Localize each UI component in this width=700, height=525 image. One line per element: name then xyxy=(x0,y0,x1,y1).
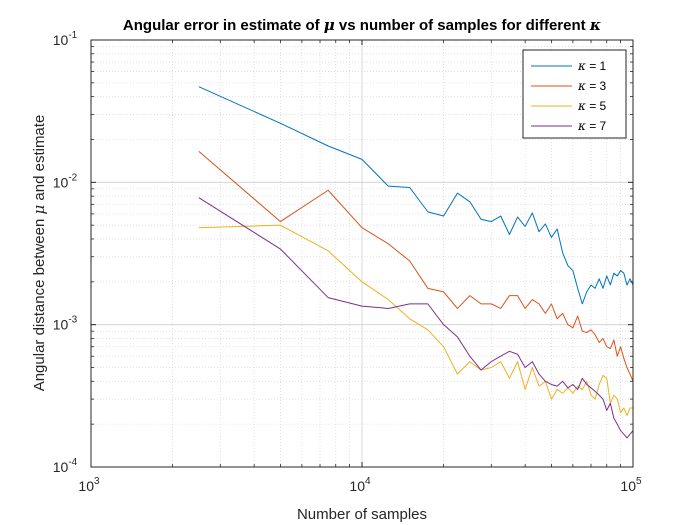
y-tick-exponent: -4 xyxy=(68,457,77,468)
x-tick-base: 10 xyxy=(349,478,365,494)
y-tick-base: 10 xyxy=(53,174,69,190)
grid xyxy=(90,39,634,468)
y-tick-label: 10-4 xyxy=(53,457,78,475)
ylabel-suffix: and estimate xyxy=(31,115,48,205)
x-tick-labels: 103 104 105 xyxy=(78,476,642,494)
legend: κ = 1κ = 3κ = 5κ = 7 xyxy=(522,49,627,139)
series-line-kappa-7 xyxy=(198,197,634,439)
y-tick-exponent: -1 xyxy=(68,30,77,41)
ticks xyxy=(90,39,634,468)
y-tick-base: 10 xyxy=(53,459,69,475)
legend-entry: κ = 3 xyxy=(577,79,607,93)
legend-box xyxy=(522,49,627,139)
x-tick-label: 104 xyxy=(349,476,371,494)
x-tick-base: 10 xyxy=(620,478,636,494)
ylabel-mu: μ xyxy=(30,205,48,215)
x-tick-exponent: 4 xyxy=(365,476,371,487)
legend-value: = 1 xyxy=(586,59,607,73)
legend-value: = 3 xyxy=(586,79,607,93)
x-tick-exponent: 3 xyxy=(94,476,100,487)
legend-kappa-symbol: κ xyxy=(577,79,586,93)
legend-value: = 7 xyxy=(586,119,607,133)
ylabel-prefix: Angular distance between xyxy=(31,215,48,392)
series-line-kappa-1 xyxy=(198,86,634,305)
y-tick-label: 10-2 xyxy=(53,172,78,190)
y-tick-base: 10 xyxy=(53,317,69,333)
legend-kappa-symbol: κ xyxy=(577,99,586,113)
x-tick-label: 105 xyxy=(620,476,642,494)
x-tick-base: 10 xyxy=(78,478,94,494)
title-kappa: κ xyxy=(589,16,601,34)
legend-entry: κ = 1 xyxy=(577,59,607,73)
series-line-kappa-5 xyxy=(198,224,633,417)
legend-entry: κ = 5 xyxy=(577,99,607,113)
title-suffix: vs number of samples for different xyxy=(335,17,590,34)
x-axis-label: Number of samples xyxy=(297,506,427,523)
legend-kappa-symbol: κ xyxy=(577,119,586,133)
title-prefix: Angular error in estimate of xyxy=(123,17,324,34)
y-tick-exponent: -2 xyxy=(68,172,77,183)
legend-kappa-symbol: κ xyxy=(577,59,586,73)
legend-entry: κ = 7 xyxy=(577,119,607,133)
x-tick-label: 103 xyxy=(78,476,100,494)
y-tick-base: 10 xyxy=(53,32,69,48)
y-tick-labels: 10-410-310-210-1 xyxy=(53,30,78,475)
chart-title: Angular error in estimate of μ vs number… xyxy=(123,16,601,34)
series-line-kappa-3 xyxy=(198,151,634,382)
series-lines xyxy=(198,86,634,439)
legend-value: = 5 xyxy=(586,99,607,113)
y-axis-label: Angular distance between μ and estimate xyxy=(30,115,48,392)
y-tick-exponent: -3 xyxy=(68,315,77,326)
y-tick-label: 10-3 xyxy=(53,315,78,333)
y-tick-label: 10-1 xyxy=(53,30,78,48)
title-mu: μ xyxy=(324,16,335,34)
x-tick-exponent: 5 xyxy=(636,476,642,487)
